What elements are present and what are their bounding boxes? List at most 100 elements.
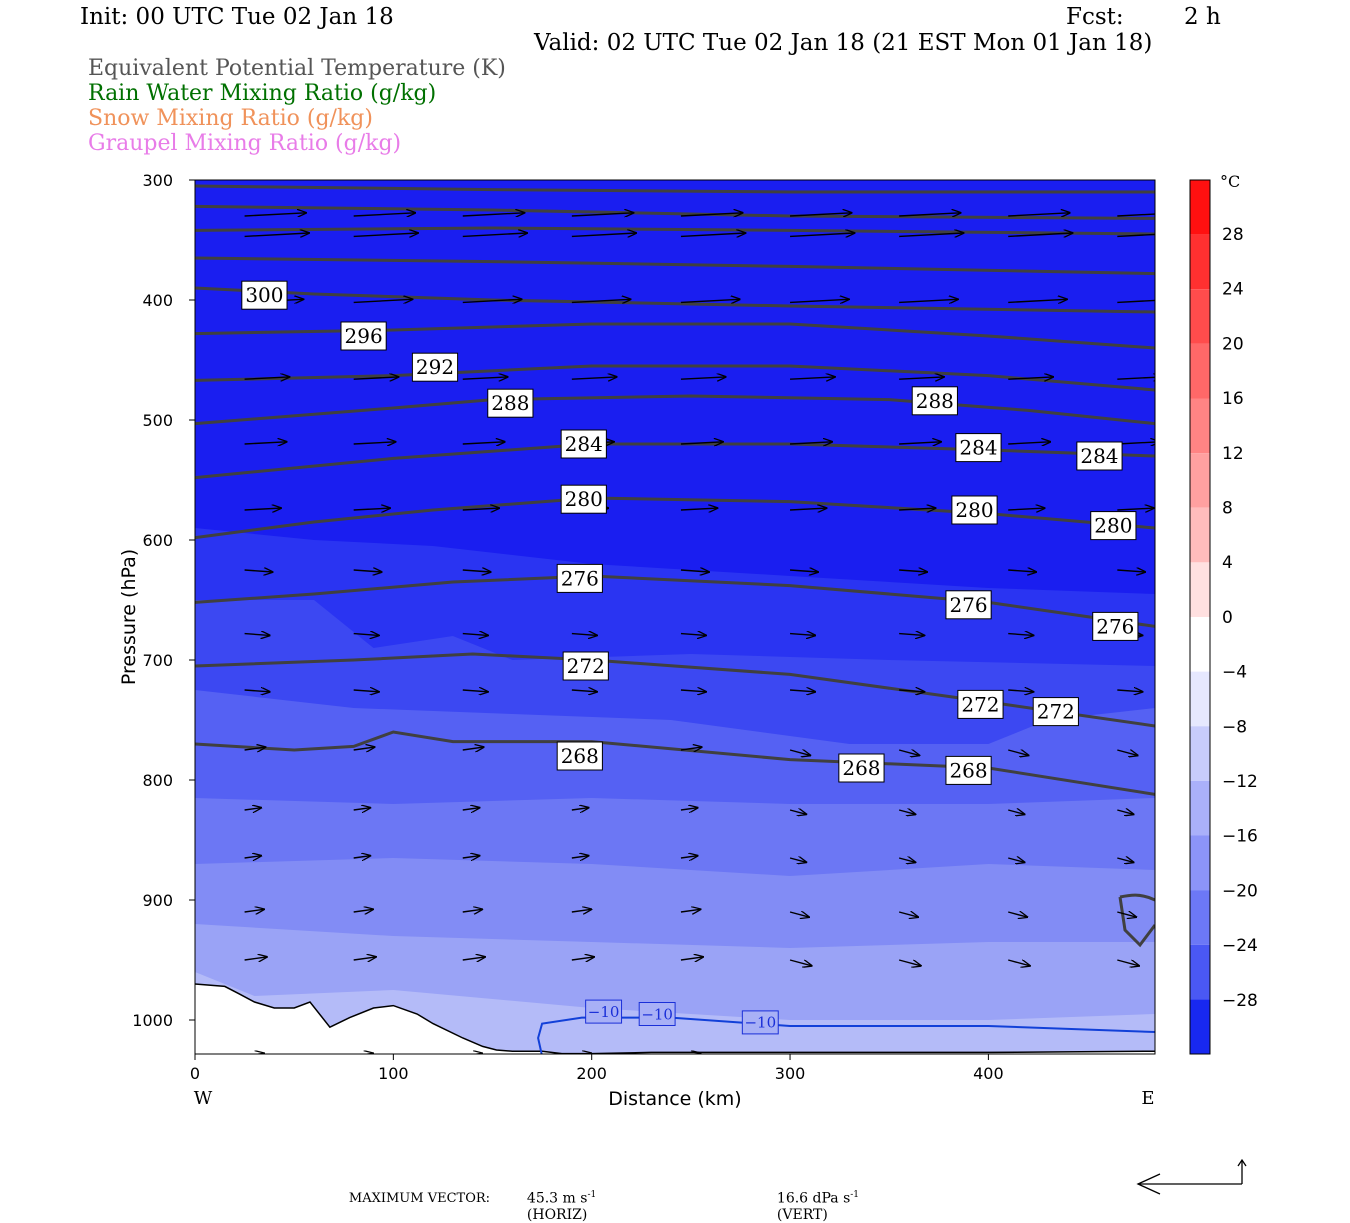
wind-vector [571, 299, 631, 302]
isotherm-label-box [741, 1010, 779, 1035]
isotherm-label: −10 [741, 1010, 779, 1035]
colorbar-tick-label: −28 [1222, 991, 1258, 1011]
wind-vector [680, 808, 698, 810]
colorbar-swatch [1190, 944, 1210, 1000]
colorbar-swatch [1190, 398, 1210, 454]
isotherm-label: −10 [585, 999, 623, 1024]
wind-vector [1117, 508, 1153, 510]
theta-e-label: 296 [340, 321, 387, 351]
wind-vector [353, 909, 373, 912]
forecast-label: Fcst: [1066, 4, 1124, 30]
theta-e-label-box [562, 651, 609, 681]
init-time: Init: 00 UTC Tue 02 Jan 18 [80, 4, 394, 30]
legend-graupel: Graupel Mixing Ratio (g/kg) [88, 131, 402, 156]
wind-vector [571, 233, 636, 236]
colorbar-swatch [1190, 562, 1210, 617]
colorbar-swatch [1190, 343, 1210, 399]
wind-vector [899, 299, 958, 302]
theta-e-label-text: 276 [561, 566, 599, 590]
wind-vector [244, 634, 270, 636]
wind-vector [571, 856, 589, 858]
wind-vector [244, 233, 309, 236]
theta-e-label-text: 296 [345, 324, 383, 348]
wind-vector [899, 1056, 918, 1061]
wind-vector [1008, 233, 1072, 236]
wind-vector [1008, 377, 1053, 379]
theta-e-label-box [957, 689, 1004, 719]
wind-vector [353, 442, 396, 444]
theta-e-label-text: 268 [561, 744, 599, 768]
wind-vector [898, 858, 915, 862]
wind-vector [462, 213, 525, 216]
wind-vector [462, 570, 491, 572]
wind-vector [680, 213, 743, 216]
isotherm-label-box [638, 1002, 676, 1026]
theta-e-label: 292 [411, 352, 459, 382]
wind-vector [571, 690, 597, 692]
east-label: E [1141, 1088, 1154, 1109]
wind-vector [680, 377, 726, 379]
horiz-exponent: -1 [587, 1190, 597, 1200]
wind-vector [1008, 858, 1024, 862]
theta-e-label-text: 272 [567, 654, 605, 678]
wind-vector [899, 508, 935, 510]
colorbar: °C 28 24 20 16 12 8 4 0 −4 −8 −12 −16 −20 −24 −28 [1189, 172, 1258, 1055]
y-tick-label: 900 [142, 891, 173, 910]
colorbar-tick-label: 0 [1222, 608, 1233, 628]
wind-vector [899, 634, 924, 636]
wind-vector [680, 508, 717, 510]
theta-e-label-box [241, 280, 288, 310]
wind-vector [789, 570, 818, 572]
colorbar-tick-label: −16 [1222, 827, 1258, 847]
theta-e-label-text: 284 [565, 432, 603, 456]
theta-e-label-box [955, 433, 1002, 463]
legend-theta-e: Equivalent Potential Temperature (K) [88, 56, 506, 81]
theta-e-label: 300 [241, 280, 288, 310]
wind-vector [1008, 810, 1024, 814]
wind-vector [680, 570, 709, 572]
theta-e-line [195, 204, 1155, 220]
colorbar-swatch [1190, 835, 1210, 891]
colorbar-swatch [1190, 617, 1210, 672]
theta-e-label-text: 288 [916, 389, 954, 413]
isotherm-label: −10 [638, 1002, 676, 1026]
theta-e-line [195, 256, 1155, 276]
wind-vector [899, 570, 927, 572]
x-tick-label: 100 [378, 1064, 409, 1083]
wind-vector [680, 299, 740, 302]
y-tick-label: 800 [142, 771, 173, 790]
wind-vector [462, 747, 484, 750]
colorbar-frame [1189, 179, 1211, 1055]
colorbar-tick-label: −8 [1222, 717, 1247, 737]
wind-vector [571, 957, 594, 960]
theta-e-line [195, 394, 1155, 426]
theta-e-label: 288 [487, 388, 534, 418]
theta-e-label-text: 268 [949, 758, 987, 782]
terrain-outline [195, 983, 1155, 1054]
theta-e-label-box [560, 429, 607, 459]
forecast-hours: 2 h [1184, 4, 1221, 30]
theta-e-label: 280 [1090, 511, 1137, 541]
vert-value: 16.6 dPa s [776, 1190, 851, 1207]
wind-vector [790, 213, 852, 216]
theta-e-label-text: 272 [961, 692, 999, 716]
wind-vector [353, 856, 371, 858]
isotherm-label-text: −10 [588, 1003, 620, 1021]
vert-tag: (VERT) [776, 1206, 828, 1223]
colorbar-tick-label: 16 [1222, 389, 1244, 409]
wind-vector [1117, 442, 1155, 444]
theta-e-label: 276 [556, 563, 603, 593]
wind-vector [462, 909, 482, 912]
wind-vector [462, 634, 488, 636]
theta-e-line [1119, 893, 1155, 902]
wind-vector [244, 508, 281, 510]
theta-e-label-box [838, 753, 885, 783]
wind-vector [789, 634, 815, 636]
footer-horiz: 45.3 m s-1 (HORIZ) [518, 1174, 596, 1223]
wind-vector [353, 690, 379, 692]
wind-vector [462, 690, 488, 692]
wind-vector [1008, 750, 1028, 755]
wind-vector [244, 442, 287, 444]
colorbar-tick-label: 8 [1222, 499, 1233, 519]
wind-vector [790, 508, 826, 510]
